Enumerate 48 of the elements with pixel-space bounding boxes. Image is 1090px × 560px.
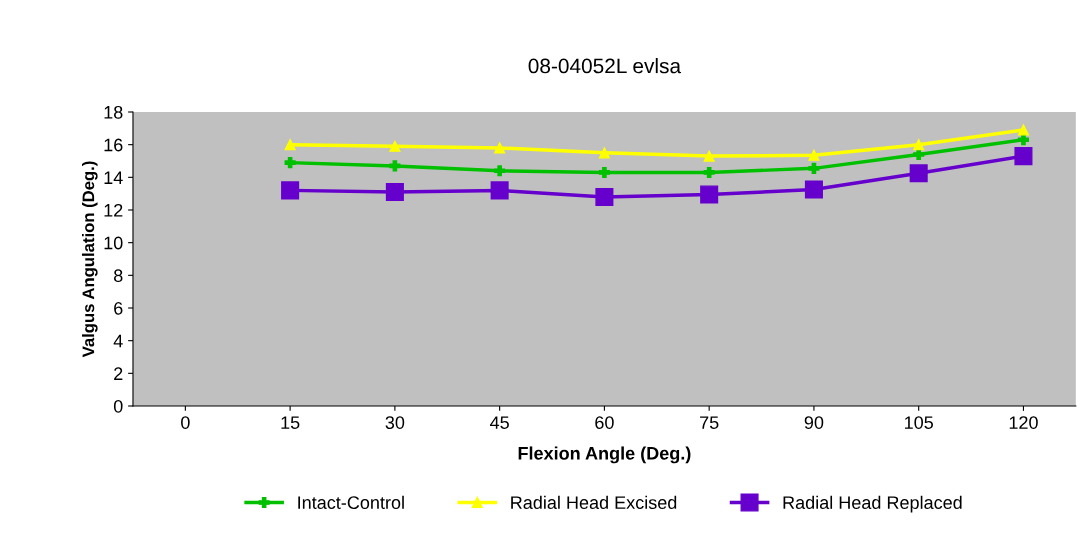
y-tick-label: 0 bbox=[113, 399, 123, 413]
point bbox=[700, 185, 719, 204]
x-tick-label: 75 bbox=[700, 416, 719, 429]
x-tick-label: 105 bbox=[905, 416, 933, 429]
x-axis-title: Flexion Angle (Deg.) bbox=[518, 446, 691, 464]
y-tick-label: 2 bbox=[114, 367, 123, 380]
y-tick-label: 6 bbox=[114, 301, 123, 315]
x-tick-label: 15 bbox=[281, 416, 300, 429]
y-tick-label: 12 bbox=[104, 203, 123, 217]
point bbox=[808, 149, 820, 161]
point bbox=[595, 187, 614, 206]
point bbox=[1014, 147, 1033, 166]
y-tick-label: 18 bbox=[104, 105, 123, 119]
x-tick-label: 90 bbox=[804, 416, 824, 429]
x-tick-label: 30 bbox=[385, 416, 405, 429]
point bbox=[490, 181, 509, 200]
point bbox=[808, 162, 820, 174]
point bbox=[1017, 124, 1030, 136]
point bbox=[281, 181, 300, 200]
x-tick-label: 120 bbox=[1009, 416, 1038, 429]
point bbox=[494, 142, 506, 154]
point bbox=[389, 140, 401, 152]
y-tick-label: 16 bbox=[104, 138, 123, 152]
legend-label: Radial Head Excised bbox=[511, 495, 677, 510]
point bbox=[494, 165, 506, 177]
chart-title: 08-04052L evlsa bbox=[528, 58, 682, 74]
legend-label: Intact-Control bbox=[298, 495, 404, 510]
point bbox=[804, 180, 823, 199]
point bbox=[598, 166, 610, 178]
x-tick-label: 0 bbox=[181, 416, 190, 429]
x-tick-label: 60 bbox=[595, 416, 614, 429]
point bbox=[284, 157, 296, 169]
y-tick-label: 10 bbox=[104, 236, 123, 250]
legend-label: Radial Head Replaced bbox=[783, 495, 962, 513]
point bbox=[284, 139, 296, 151]
y-tick-label: 14 bbox=[104, 171, 123, 184]
y-tick-label: 8 bbox=[114, 269, 123, 283]
point bbox=[909, 164, 928, 183]
point bbox=[913, 139, 925, 151]
point bbox=[389, 160, 401, 172]
point bbox=[703, 150, 715, 162]
point bbox=[703, 166, 715, 178]
point bbox=[1017, 134, 1030, 146]
point bbox=[598, 147, 610, 159]
y-axis-title: Valgus Angulation (Deg.) bbox=[82, 161, 98, 358]
point bbox=[385, 183, 404, 202]
y-tick-label: 4 bbox=[113, 334, 123, 348]
x-tick-label: 45 bbox=[490, 416, 509, 429]
